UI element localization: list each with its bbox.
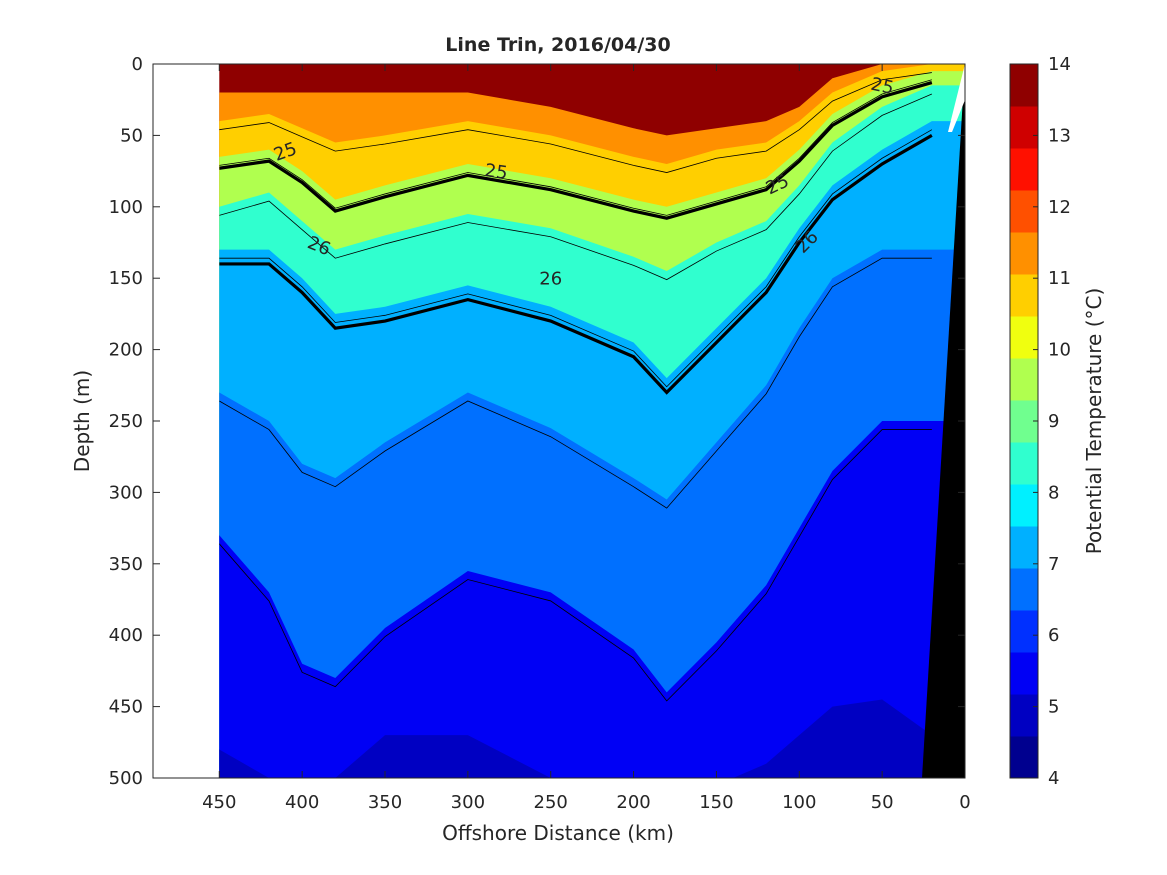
x-tick-label-250: 250	[534, 792, 568, 813]
density-contour-25	[219, 81, 933, 220]
colorbar-tick-label-8: 8	[1048, 482, 1059, 503]
x-tick-label-450: 450	[202, 792, 236, 813]
colorbar-swatch-12	[1010, 232, 1038, 275]
colorbar-swatch-10	[1010, 316, 1038, 359]
isotherm-contours	[219, 72, 933, 702]
contour-line-t6	[219, 429, 932, 702]
contour-line-t8	[219, 129, 933, 388]
colorbar-swatch-11	[1010, 274, 1038, 317]
y-axis: 0 50 100 150 200 250 300 350 400 450 500	[109, 54, 965, 789]
y-tick-label-250: 250	[109, 411, 143, 432]
x-tick-label-100: 100	[782, 792, 816, 813]
chart-title: Line Trin, 2016/04/30	[445, 34, 670, 56]
colorbar-tick-label-14: 14	[1048, 54, 1071, 75]
y-tick-label-450: 450	[109, 697, 143, 718]
x-tick-label-200: 200	[616, 792, 650, 813]
colorbar-tick-label-6: 6	[1048, 625, 1059, 646]
density-contour-26	[219, 134, 933, 395]
contour-label-5: 26	[539, 269, 562, 290]
colorbar-swatch-5	[1010, 526, 1038, 569]
x-tick-label-350: 350	[368, 792, 402, 813]
y-tick-label-50: 50	[120, 125, 143, 146]
colorbar-tick-label-11: 11	[1048, 268, 1071, 289]
y-tick-label-0: 0	[132, 54, 143, 75]
colorbar-tick-label-4: 4	[1048, 768, 1059, 789]
colorbar-swatch-0	[1010, 736, 1038, 779]
colorbar-swatch-14	[1010, 148, 1038, 191]
contour-label-1: 25	[483, 160, 509, 184]
seafloor-bathymetry	[922, 64, 965, 778]
colorbar-label: Potential Temperature (°C)	[1082, 288, 1106, 555]
colorbar-swatch-4	[1010, 568, 1038, 611]
colorbar-tick-label-9: 9	[1048, 411, 1059, 432]
coastal-gap	[948, 64, 965, 132]
colorbar-swatch-2	[1010, 652, 1038, 695]
colorbar-swatch-15	[1010, 106, 1038, 149]
colorbar-tick-label-13: 13	[1048, 125, 1071, 146]
y-tick-label-350: 350	[109, 554, 143, 575]
y-tick-label-400: 400	[109, 625, 143, 646]
colorbar-tick-label-5: 5	[1048, 697, 1059, 718]
colorbar-tick-label-7: 7	[1048, 554, 1059, 575]
colorbar-swatch-16	[1010, 64, 1038, 107]
contour-label-3: 25	[869, 74, 896, 99]
colorbar-swatch-3	[1010, 610, 1038, 653]
colorbar-swatch-6	[1010, 484, 1038, 527]
contour-line-t9	[219, 93, 933, 281]
contour-line-t7	[219, 257, 932, 509]
chart-title-text: Line Trin, 2016/04/30	[445, 34, 670, 56]
x-tick-label-150: 150	[699, 792, 733, 813]
colorbar-swatch-7	[1010, 442, 1038, 485]
x-tick-label-400: 400	[285, 792, 319, 813]
temperature-band-6	[219, 421, 965, 778]
y-tick-label-100: 100	[109, 197, 143, 218]
temperature-band-5	[219, 699, 965, 778]
colorbar-tick-label-12: 12	[1048, 197, 1071, 218]
x-tick-label-50: 50	[871, 792, 894, 813]
colorbar-swatch-1	[1010, 694, 1038, 737]
temperature-bands	[219, 64, 965, 778]
y-tick-label-300: 300	[109, 482, 143, 503]
y-axis-label: Depth (m)	[70, 370, 94, 472]
y-tick-label-200: 200	[109, 340, 143, 361]
y-tick-label-500: 500	[109, 768, 143, 789]
colorbar-swatch-9	[1010, 358, 1038, 401]
contour-line-t10	[219, 79, 932, 216]
x-axis-label: Offshore Distance (km)	[442, 821, 674, 845]
colorbar: 4 5 6 7 8 9 10 11 12 13 14	[1009, 54, 1071, 789]
contour-line-t11	[219, 72, 932, 173]
x-axis: 450 400 350 300 250 200 150 100 50 0	[202, 64, 971, 813]
colorbar-swatch-13	[1010, 190, 1038, 233]
x-tick-label-300: 300	[451, 792, 485, 813]
colorbar-tick-label-10: 10	[1048, 340, 1071, 361]
y-tick-label-150: 150	[109, 268, 143, 289]
x-tick-label-0: 0	[959, 792, 970, 813]
